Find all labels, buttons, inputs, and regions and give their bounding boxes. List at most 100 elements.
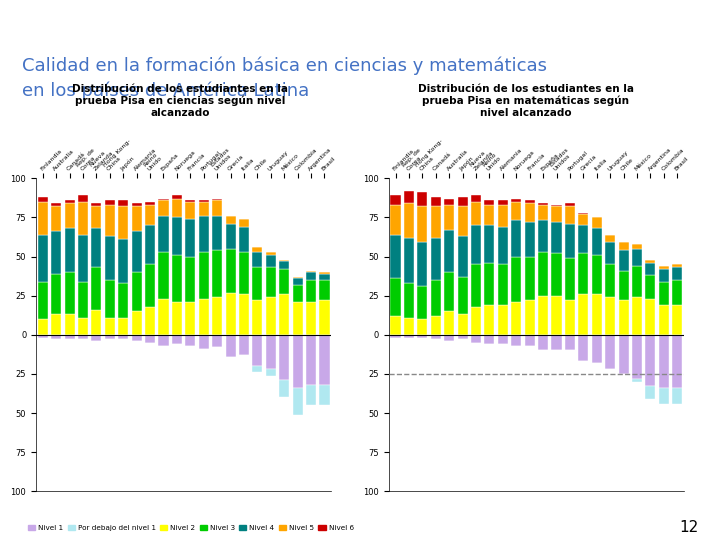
Bar — [158, 200, 168, 216]
Bar — [292, 388, 302, 415]
Bar — [578, 335, 588, 361]
Bar — [320, 335, 330, 385]
Bar — [632, 335, 642, 379]
Bar — [431, 238, 441, 280]
Bar — [239, 335, 249, 355]
Bar — [418, 206, 428, 242]
Bar — [51, 203, 61, 206]
Bar — [65, 228, 75, 272]
Bar — [158, 299, 168, 335]
Bar — [91, 228, 102, 267]
Bar — [225, 224, 235, 248]
Bar — [404, 203, 414, 238]
Bar — [645, 299, 655, 335]
Text: Distribución de los estudiantes en la
prueba Pisa en matemáticas según
nivel alc: Distribución de los estudiantes en la pr… — [418, 84, 634, 118]
Bar — [91, 310, 102, 335]
Bar — [618, 242, 629, 250]
Bar — [172, 195, 182, 199]
Bar — [199, 216, 209, 252]
Bar — [253, 267, 262, 300]
Bar — [105, 236, 114, 280]
Bar — [618, 271, 629, 300]
Bar — [525, 203, 535, 222]
Bar — [565, 206, 575, 224]
Bar — [552, 335, 562, 350]
Bar — [225, 293, 235, 335]
Bar — [498, 335, 508, 344]
Bar — [431, 316, 441, 335]
Bar — [199, 335, 209, 349]
Bar — [578, 253, 588, 294]
Bar — [132, 272, 142, 311]
Bar — [538, 203, 548, 205]
Bar — [212, 250, 222, 297]
Bar — [606, 335, 615, 369]
Bar — [471, 335, 481, 343]
Bar — [172, 302, 182, 335]
Bar — [105, 318, 114, 335]
Bar — [51, 206, 61, 232]
Bar — [118, 239, 128, 283]
Bar — [239, 219, 249, 227]
Bar — [279, 260, 289, 261]
Bar — [672, 280, 683, 305]
Bar — [672, 305, 683, 335]
Bar — [511, 199, 521, 201]
Bar — [444, 335, 454, 341]
Bar — [145, 201, 155, 205]
Bar — [306, 272, 316, 280]
Bar — [225, 248, 235, 293]
Bar — [565, 224, 575, 258]
Bar — [78, 195, 88, 201]
Bar — [185, 200, 195, 201]
Bar — [266, 297, 276, 335]
Bar — [279, 261, 289, 269]
Bar — [91, 267, 102, 310]
Bar — [431, 206, 441, 238]
Bar — [306, 385, 316, 405]
Bar — [511, 302, 521, 335]
Bar — [51, 314, 61, 335]
Bar — [659, 281, 669, 305]
Bar — [225, 216, 235, 224]
Bar — [471, 307, 481, 335]
Bar — [444, 205, 454, 230]
Bar — [404, 238, 414, 283]
Bar — [37, 335, 48, 338]
Bar — [105, 200, 114, 205]
Bar — [659, 266, 669, 269]
Bar — [525, 256, 535, 300]
Bar — [645, 260, 655, 263]
Bar — [65, 272, 75, 314]
Bar — [606, 234, 615, 242]
Bar — [292, 279, 302, 285]
Bar — [212, 199, 222, 200]
Bar — [390, 279, 400, 316]
Bar — [253, 247, 262, 252]
Bar — [511, 256, 521, 302]
Bar — [404, 283, 414, 318]
Bar — [306, 280, 316, 302]
Bar — [172, 255, 182, 302]
Bar — [91, 206, 102, 228]
Bar — [659, 335, 669, 388]
Bar — [606, 297, 615, 335]
Bar — [592, 294, 602, 335]
Bar — [118, 200, 128, 206]
Bar — [578, 225, 588, 253]
Bar — [145, 335, 155, 343]
Bar — [390, 316, 400, 335]
Bar — [485, 305, 495, 335]
Bar — [632, 244, 642, 248]
Bar — [390, 195, 400, 205]
Bar — [498, 227, 508, 265]
Bar — [552, 222, 562, 253]
Bar — [565, 300, 575, 335]
Bar — [538, 220, 548, 252]
Bar — [292, 277, 302, 279]
Bar — [431, 335, 441, 340]
Bar — [525, 222, 535, 256]
Bar — [632, 248, 642, 266]
Bar — [592, 335, 602, 363]
Bar — [458, 206, 467, 236]
